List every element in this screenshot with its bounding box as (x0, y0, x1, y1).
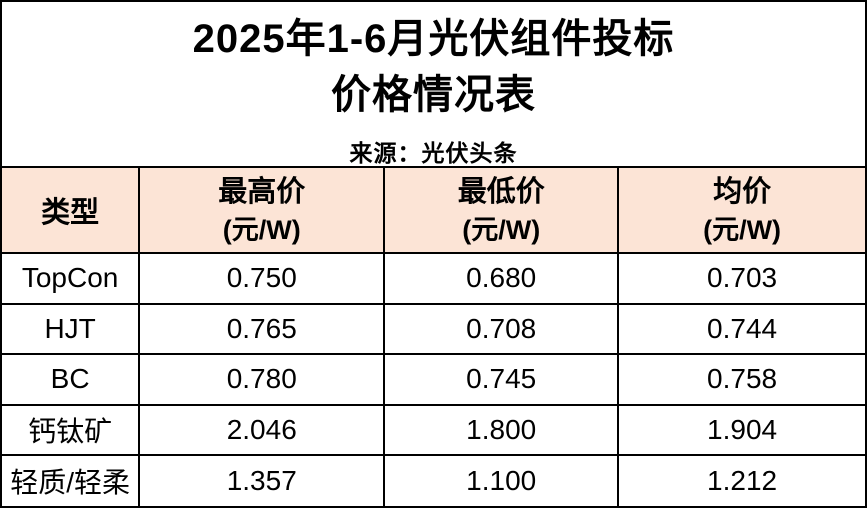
price-table: 类型 最高价 (元/W) 最低价 (元/W) 均价 (元/W) TopCon 0… (2, 166, 865, 506)
cell-min-price: 0.708 (383, 302, 620, 356)
source-caption: 来源：光伏头条 (349, 140, 518, 166)
cell-min-price: 0.680 (383, 252, 620, 305)
table-row: HJT 0.765 0.708 0.744 (2, 302, 865, 356)
col-header-avg-price: 均价 (元/W) (617, 166, 865, 254)
cell-type: 轻质/轻柔 (2, 454, 141, 506)
cell-max-price: 0.780 (138, 353, 386, 406)
unit-label: (元/W) (462, 215, 541, 245)
title-line-2: 价格情况表 (331, 73, 536, 117)
table-row: 轻质/轻柔 1.357 1.100 1.212 (2, 454, 865, 506)
cell-avg-price: 0.758 (617, 353, 865, 406)
cell-avg-price: 1.904 (617, 403, 865, 457)
min-price-label: 最低价 (457, 176, 545, 208)
table-row: 钙钛矿 2.046 1.800 1.904 (2, 403, 865, 457)
title-line-1: 2025年1-6月光伏组件投标 (192, 17, 675, 61)
unit-label: (元/W) (222, 215, 301, 245)
cell-type: BC (2, 353, 141, 406)
title-block: 2025年1-6月光伏组件投标 价格情况表 来源：光伏头条 (2, 2, 865, 166)
cell-avg-price: 0.703 (617, 252, 865, 305)
cell-max-price: 0.750 (138, 252, 386, 305)
cell-type: 钙钛矿 (2, 403, 141, 457)
cell-avg-price: 0.744 (617, 302, 865, 356)
cell-min-price: 0.745 (383, 353, 620, 406)
col-header-min-price: 最低价 (元/W) (383, 166, 620, 254)
cell-max-price: 1.357 (138, 454, 386, 506)
cell-avg-price: 1.212 (617, 454, 865, 506)
cell-max-price: 0.765 (138, 302, 386, 356)
avg-price-label: 均价 (713, 176, 772, 208)
cell-type: HJT (2, 302, 141, 356)
cell-type: TopCon (2, 252, 141, 305)
page-title: 2025年1-6月光伏组件投标 价格情况表 (2, 11, 865, 123)
unit-label: (元/W) (703, 215, 782, 245)
cell-max-price: 2.046 (138, 403, 386, 457)
table-row: TopCon 0.750 0.680 0.703 (2, 252, 865, 305)
table-row: BC 0.780 0.745 0.758 (2, 353, 865, 406)
col-header-max-price: 最高价 (元/W) (138, 166, 386, 254)
cell-min-price: 1.100 (383, 454, 620, 506)
cell-min-price: 1.800 (383, 403, 620, 457)
max-price-label: 最高价 (218, 176, 306, 208)
col-header-type: 类型 (2, 166, 141, 254)
table-header-row: 类型 最高价 (元/W) 最低价 (元/W) 均价 (元/W) (2, 166, 865, 254)
